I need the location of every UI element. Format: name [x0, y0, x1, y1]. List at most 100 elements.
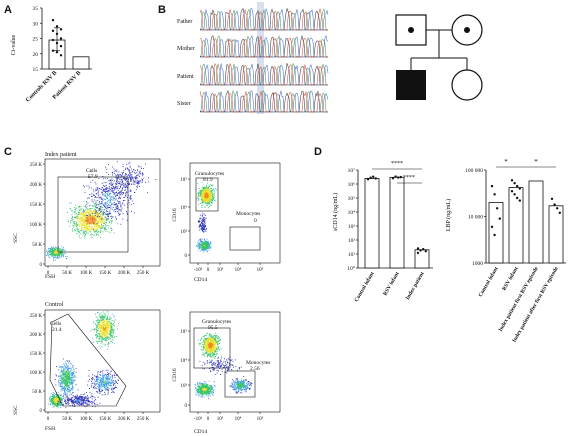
log-bar-point: [416, 247, 420, 250]
log-bar-point: [374, 177, 377, 180]
flow-control-ylabel: CD16: [172, 368, 178, 381]
panel-a-point: [51, 49, 55, 52]
axis-tick-label: 250 K: [30, 314, 43, 319]
axis-tick-label: 0: [40, 263, 43, 268]
axis-tick-label: 0: [47, 271, 50, 276]
granulocytes-value-index: 81.9: [203, 177, 213, 183]
log-bar-point: [556, 207, 559, 210]
axis-tick-label: 100 K: [80, 271, 93, 276]
log-bar: [508, 187, 524, 264]
log-ytick-label: 10⁵: [348, 196, 356, 202]
cells-gate-control: [49, 313, 127, 407]
panel-label-b: B: [158, 4, 166, 16]
axis-tick-label: 50 K: [32, 243, 42, 248]
row-label-father: Father: [177, 19, 192, 25]
axis-tick-label: 200 K: [30, 183, 43, 188]
scd14-ylabel: sCD14 (ng/mL): [332, 193, 339, 231]
chromatogram-trace: [199, 8, 328, 31]
panel-a-point: [55, 25, 59, 28]
monocytes-label-index: Monocytes: [236, 211, 260, 217]
panel-d-scd14-chart: sCD14 (ng/mL) 10⁰ 10¹ 10² 10³ 10⁴ 10⁵ 10⁶ 10⁷ *…: [332, 161, 433, 303]
axis-tick-label: 10³: [217, 416, 224, 422]
scatter-control-title: Control: [45, 302, 64, 308]
chromatogram-trace: [199, 62, 328, 86]
log-bar-point: [397, 176, 400, 179]
axis-tick-label: 0: [207, 268, 210, 273]
panel-a-point: [59, 44, 63, 48]
log-bar-point: [424, 249, 427, 253]
scd14-sig-2: ****: [403, 175, 415, 181]
axis-tick-label: 200 K: [118, 417, 131, 422]
panel-a-point: [59, 28, 63, 31]
scatter-index-ylabel: SSC: [13, 233, 19, 243]
log-bar: [389, 176, 405, 269]
axis-tick-label: 150 K: [30, 203, 43, 208]
category-label: RSV infant: [501, 266, 519, 292]
log-ytick-label: 10⁶: [348, 182, 356, 188]
lbp-ylabel: LBP (ng/mL): [445, 199, 452, 231]
row-label-sister: Sister: [177, 101, 191, 107]
axis-tick-label: 0: [207, 417, 210, 422]
axis-tick-label: 10⁴: [180, 358, 187, 364]
chromatogram-trace: [200, 63, 329, 86]
chromatogram-trace: [199, 89, 329, 113]
granulocytes-label-control: Granulocytes: [202, 319, 231, 325]
cells-gate-label-control: Cells: [50, 321, 61, 327]
log-bar-point: [510, 179, 514, 182]
axis-tick-label: 10⁵: [180, 329, 187, 335]
axis-tick-label: 50 K: [62, 271, 72, 276]
log-ytick-label: 10²: [348, 238, 356, 244]
log-bar-point: [550, 197, 554, 201]
scatter-control-ylabel: SSC: [13, 405, 19, 415]
axis-tick-label: 10³: [181, 383, 188, 389]
log-bar-point: [372, 175, 375, 178]
axis-tick-label: 10⁵: [257, 267, 264, 273]
axis-tick-label: 250 K: [30, 163, 43, 168]
axis-tick-label: 150 K: [30, 352, 43, 357]
flow-control-xlabel: CD14: [194, 429, 207, 435]
log-bar-point: [516, 196, 519, 200]
panel-a-ytick-label: 15: [33, 67, 39, 73]
axis-tick-label: 50 K: [62, 417, 72, 422]
log-bar-point: [513, 193, 516, 196]
axis-tick-label: 150 K: [99, 271, 112, 276]
monocytes-value-control: 2.56: [250, 366, 260, 372]
monocytes-label-control: Monocytes: [246, 360, 270, 366]
log-bar-point: [493, 233, 496, 237]
axis-tick-label: 0: [185, 404, 188, 409]
row-label-mother: Mother: [177, 46, 195, 52]
panel-a-point: [55, 41, 59, 45]
log-ytick-label: 1000: [472, 261, 483, 267]
sister-circle: [451, 69, 483, 101]
cells-gate-label-index: Cells: [86, 168, 97, 174]
chromatogram-trace: [199, 8, 329, 31]
panel-a-ytick-label: 25: [33, 37, 39, 43]
granulocytes-label-index: Granulocytes: [195, 171, 224, 177]
log-bar-point: [369, 176, 372, 179]
log-ytick-label: 10¹: [348, 252, 356, 258]
chromatogram-trace: [200, 90, 329, 113]
father-carrier-dot: [408, 27, 414, 33]
chromatogram-trace: [199, 36, 328, 58]
axis-tick-label: 10⁵: [257, 416, 264, 422]
log-bar-point: [493, 193, 496, 196]
axis-tick-label: -10³: [194, 416, 203, 422]
panel-a-ytick-label: 20: [33, 52, 39, 58]
chromatogram-trace: [199, 90, 328, 113]
log-bar-point: [558, 211, 561, 215]
log-bar-point: [490, 225, 494, 229]
log-bar-point: [416, 251, 420, 255]
monocytes-gate-index: [229, 226, 261, 251]
log-ytick-label: 10⁰: [347, 265, 356, 272]
log-bar-point: [490, 184, 494, 188]
panel-c-flow-index: Granulocytes 81.9 Monocytes 0 0 10³ 10⁴ 10⁵…: [172, 162, 281, 283]
flow-index-ylabel: CD16: [172, 208, 178, 221]
axis-tick-label: 250 K: [137, 271, 150, 276]
log-bar-point: [518, 199, 521, 202]
log-bar-point: [422, 248, 425, 251]
panel-a-bar: [72, 56, 90, 70]
panel-a-point: [55, 32, 59, 36]
category-label: Control infant: [478, 266, 500, 298]
log-bar-point: [516, 184, 519, 188]
cells-gate-index: [57, 176, 129, 253]
